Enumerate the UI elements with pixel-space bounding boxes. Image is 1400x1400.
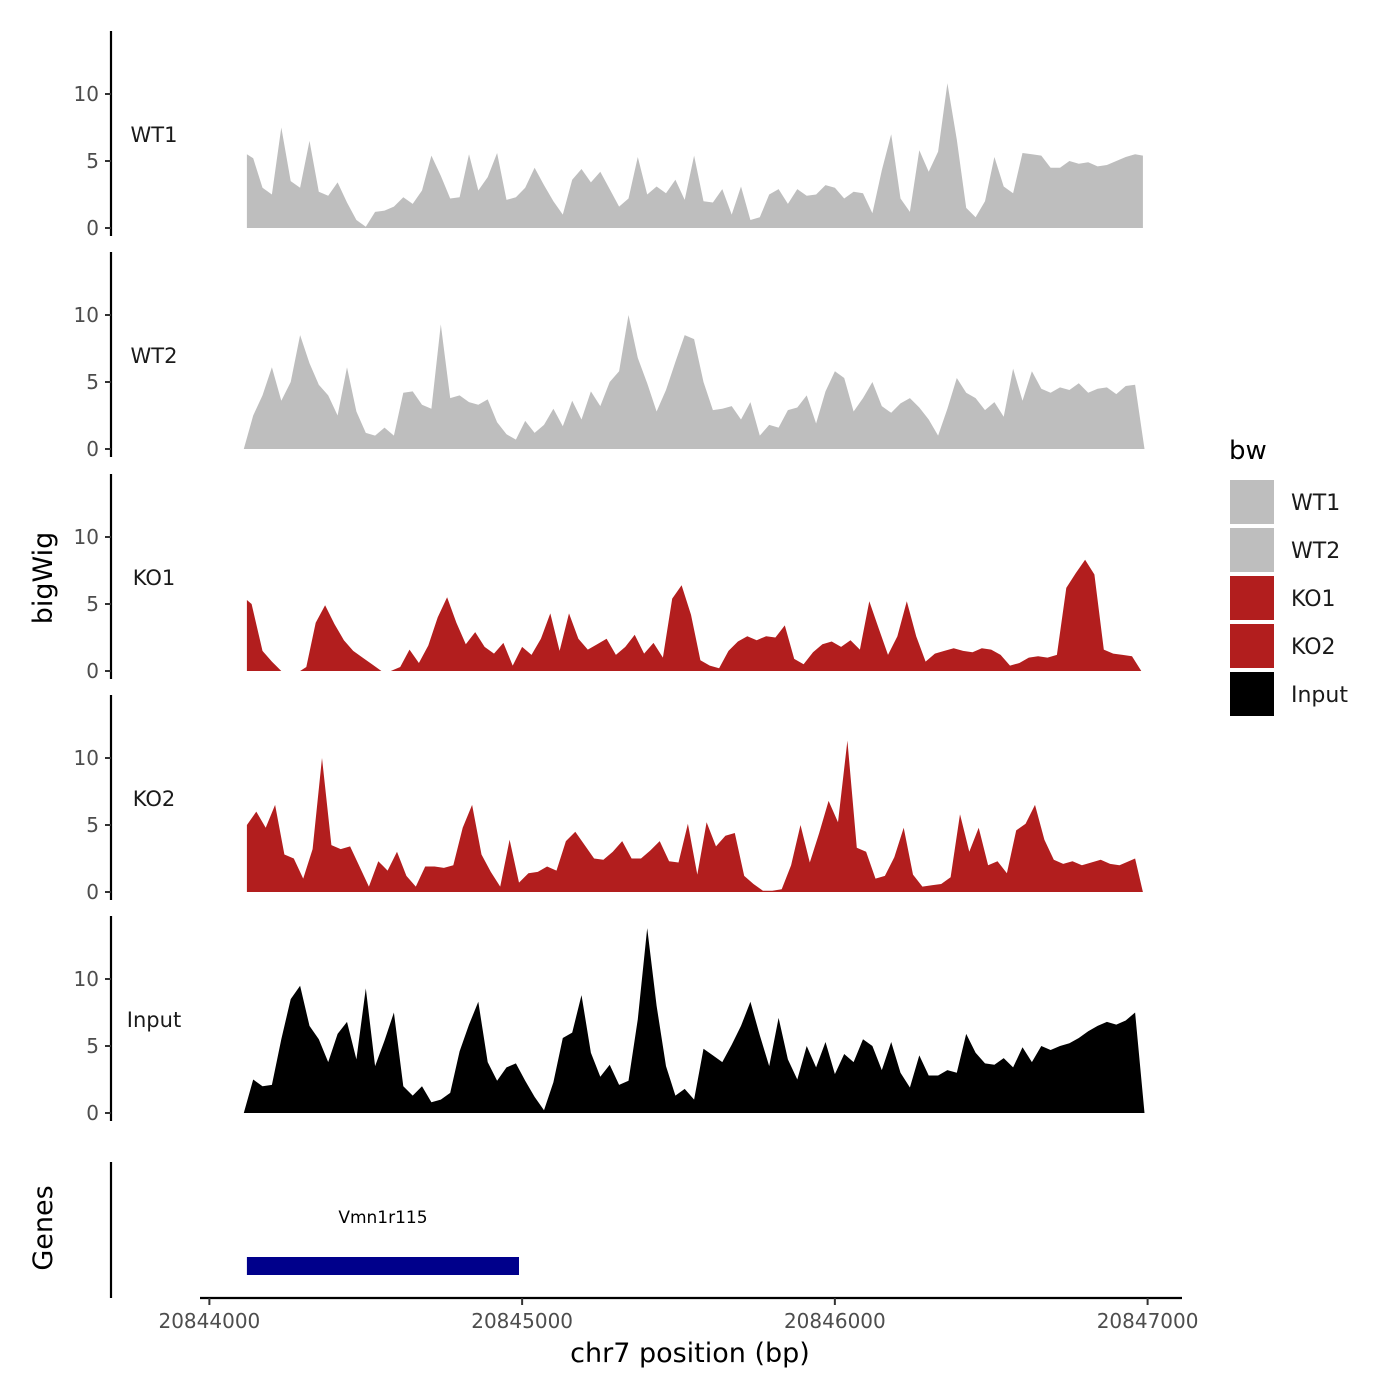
track-panel-input: 0 5 10 Input bbox=[74, 916, 1145, 1125]
y-tick-label-ko1-0: 0 bbox=[86, 659, 99, 683]
y-tick-label-ko2-5: 5 bbox=[86, 813, 99, 837]
coverage-area-ko1 bbox=[246, 559, 1142, 671]
y-tick-label-input-0: 0 bbox=[86, 1101, 99, 1125]
legend-key-ko2 bbox=[1230, 624, 1274, 668]
track-label-wt2: WT2 bbox=[131, 344, 178, 368]
legend-label-wt2: WT2 bbox=[1291, 539, 1340, 564]
legend-key-input bbox=[1230, 672, 1274, 716]
gene-bar-vmn1r115 bbox=[246, 1257, 519, 1275]
legend-items: WT1 WT2 KO1 KO2 Input bbox=[1230, 480, 1348, 716]
legend-label-wt1: WT1 bbox=[1291, 491, 1340, 516]
coverage-area-wt1 bbox=[246, 83, 1143, 228]
y-tick-label-ko2-0: 0 bbox=[86, 880, 99, 904]
y-tick-label-wt2-0: 0 bbox=[86, 437, 99, 461]
x-tick-label-1: 20845000 bbox=[471, 1309, 573, 1333]
y-tick-label-wt1-10: 10 bbox=[74, 82, 99, 106]
track-panel-ko1: 0 5 10 KO1 bbox=[74, 474, 1142, 683]
track-panels: 0 5 10 WT1 0 5 10 WT2 0 5 10 KO1 0 5 10 KO2 0 5 10 Input bbox=[74, 31, 1145, 1125]
legend-label-input: Input bbox=[1291, 683, 1348, 708]
legend-key-ko1 bbox=[1230, 576, 1274, 620]
x-tick-label-3: 20847000 bbox=[1097, 1309, 1199, 1333]
track-label-wt1: WT1 bbox=[131, 123, 178, 147]
x-tick-label-2: 20846000 bbox=[784, 1309, 886, 1333]
y-tick-label-wt2-10: 10 bbox=[74, 303, 99, 327]
legend-label-ko1: KO1 bbox=[1291, 587, 1336, 612]
track-label-input: Input bbox=[127, 1008, 181, 1032]
y-tick-label-wt1-5: 5 bbox=[86, 149, 99, 173]
gene-label-vmn1r115: Vmn1r115 bbox=[338, 1208, 427, 1228]
genes-axis-title: Genes bbox=[28, 1185, 59, 1270]
coverage-area-ko2 bbox=[246, 740, 1143, 892]
x-axis-title: chr7 position (bp) bbox=[570, 1338, 810, 1369]
track-panel-wt2: 0 5 10 WT2 bbox=[74, 252, 1145, 461]
coverage-area-input bbox=[243, 928, 1145, 1113]
legend: bw WT1 WT2 KO1 KO2 Input bbox=[1229, 436, 1348, 716]
legend-key-wt1 bbox=[1230, 480, 1274, 524]
gene-marks: Vmn1r115 bbox=[246, 1208, 519, 1275]
legend-title: bw bbox=[1229, 436, 1267, 466]
y-tick-label-ko2-10: 10 bbox=[74, 746, 99, 770]
y-tick-label-wt1-0: 0 bbox=[86, 216, 99, 240]
track-label-ko2: KO2 bbox=[133, 787, 176, 811]
genes-panel: Vmn1r115 Genes bbox=[28, 1162, 519, 1298]
coverage-area-wt2 bbox=[243, 315, 1145, 449]
y-tick-label-ko1-10: 10 bbox=[74, 525, 99, 549]
legend-key-wt2 bbox=[1230, 528, 1274, 572]
track-label-ko1: KO1 bbox=[133, 566, 176, 590]
legend-label-ko2: KO2 bbox=[1291, 635, 1336, 660]
y-tick-label-ko1-5: 5 bbox=[86, 592, 99, 616]
track-panel-wt1: 0 5 10 WT1 bbox=[74, 31, 1143, 240]
y-tick-label-input-10: 10 bbox=[74, 967, 99, 991]
y-tick-label-wt2-5: 5 bbox=[86, 370, 99, 394]
x-tick-label-0: 20844000 bbox=[158, 1309, 260, 1333]
x-axis-ticks: 20844000 20845000 20846000 20847000 bbox=[158, 1298, 1198, 1333]
y-axis-title: bigWig bbox=[28, 532, 59, 625]
x-axis: 20844000 20845000 20846000 20847000 chr7 po… bbox=[158, 1296, 1198, 1369]
track-panel-ko2: 0 5 10 KO2 bbox=[74, 695, 1143, 904]
y-tick-label-input-5: 5 bbox=[86, 1034, 99, 1058]
